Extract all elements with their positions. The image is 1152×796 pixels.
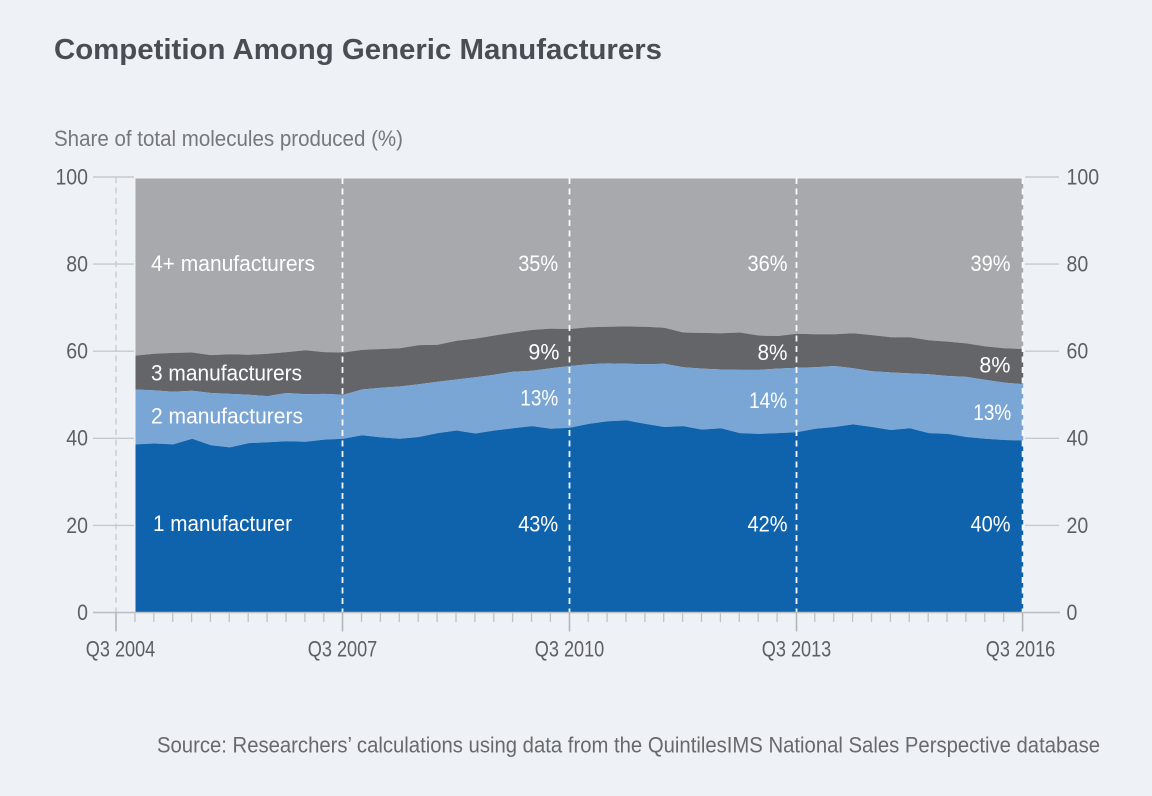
svg-text:20: 20 xyxy=(66,513,88,538)
svg-text:80: 80 xyxy=(66,252,88,277)
svg-text:60: 60 xyxy=(1067,339,1089,364)
svg-text:43%: 43% xyxy=(518,512,558,537)
svg-text:Q3 2016: Q3 2016 xyxy=(986,637,1056,662)
svg-text:60: 60 xyxy=(66,339,88,364)
svg-text:80: 80 xyxy=(1067,252,1089,277)
svg-text:0: 0 xyxy=(77,600,88,625)
svg-text:14%: 14% xyxy=(749,388,787,413)
svg-text:Q3 2010: Q3 2010 xyxy=(535,637,605,662)
svg-text:35%: 35% xyxy=(518,251,558,276)
svg-text:40: 40 xyxy=(66,426,88,451)
svg-text:40: 40 xyxy=(1067,426,1089,451)
svg-text:Q3 2013: Q3 2013 xyxy=(762,637,832,662)
svg-text:100: 100 xyxy=(1067,164,1100,189)
svg-text:39%: 39% xyxy=(971,251,1011,276)
svg-text:Q3 2004: Q3 2004 xyxy=(86,637,156,662)
svg-text:Share of total molecules produ: Share of total molecules produced (%) xyxy=(54,126,403,151)
svg-text:3 manufacturers: 3 manufacturers xyxy=(151,361,302,386)
svg-text:9%: 9% xyxy=(528,340,559,365)
svg-text:13%: 13% xyxy=(520,386,558,411)
svg-text:100: 100 xyxy=(55,164,88,189)
svg-text:Q3 2007: Q3 2007 xyxy=(308,637,378,662)
svg-text:40%: 40% xyxy=(971,512,1011,537)
svg-text:Source: Researchers’ calculati: Source: Researchers’ calculations using … xyxy=(157,732,1100,757)
svg-text:Competition Among Generic Manu: Competition Among Generic Manufacturers xyxy=(54,34,662,66)
svg-text:20: 20 xyxy=(1067,513,1089,538)
svg-text:8%: 8% xyxy=(979,352,1010,377)
svg-text:8%: 8% xyxy=(758,340,788,365)
svg-text:42%: 42% xyxy=(748,512,788,537)
svg-text:4+ manufacturers: 4+ manufacturers xyxy=(151,251,315,276)
svg-text:36%: 36% xyxy=(748,251,788,276)
svg-text:2 manufacturers: 2 manufacturers xyxy=(151,403,303,428)
svg-text:13%: 13% xyxy=(973,400,1011,425)
svg-text:0: 0 xyxy=(1067,600,1078,625)
svg-text:1 manufacturer: 1 manufacturer xyxy=(153,511,292,536)
